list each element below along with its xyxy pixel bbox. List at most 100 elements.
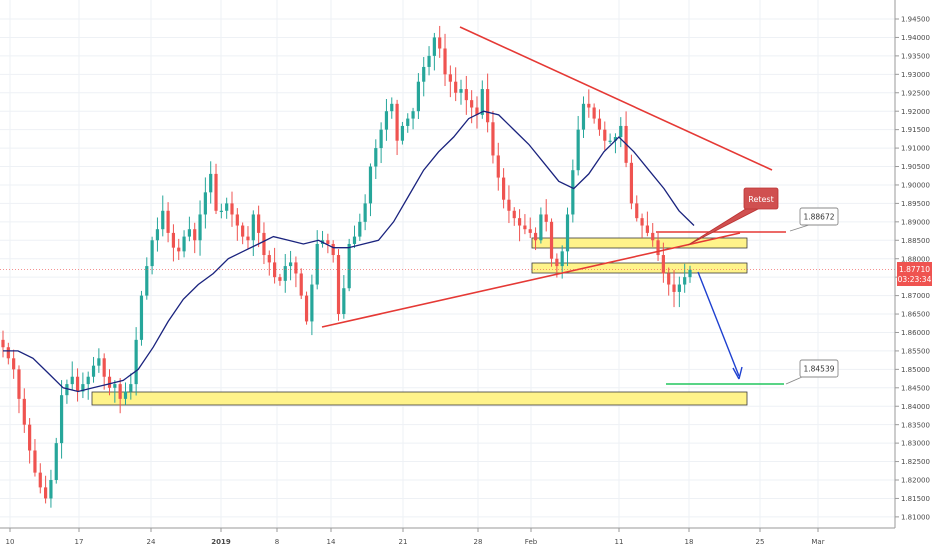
candle-body: [171, 232, 176, 248]
candle-body: [294, 262, 298, 274]
x-tick-label: 14: [327, 538, 336, 546]
lower-tag-pointer: [785, 376, 803, 385]
candle-body: [603, 129, 607, 141]
y-tick-label: 1.88500: [901, 237, 930, 245]
candle-body: [251, 214, 255, 241]
y-tick-label: 1.85500: [901, 348, 930, 356]
candle-body: [464, 89, 468, 101]
y-tick-label: 1.92500: [901, 89, 930, 97]
candle-body: [91, 365, 96, 377]
candle-body: [65, 384, 69, 396]
y-tick-label: 1.91500: [901, 126, 930, 134]
candle-body: [475, 107, 479, 115]
candle-body: [517, 218, 522, 226]
candle-body: [645, 225, 649, 233]
x-tick-label: 17: [75, 538, 84, 546]
x-tick-label: 10: [6, 538, 15, 546]
candle-body: [123, 391, 128, 399]
current-price-badge: [897, 262, 932, 286]
x-tick-label: Mar: [811, 538, 824, 546]
candle-body: [613, 137, 618, 141]
candle-body: [203, 192, 207, 215]
candle-body: [635, 203, 639, 219]
y-tick-label: 1.88000: [901, 255, 930, 263]
candle-body: [193, 229, 197, 241]
candle-body: [358, 221, 362, 237]
candle-body: [459, 89, 463, 93]
candle-body: [672, 284, 676, 292]
candle-body: [273, 262, 277, 278]
candle-body: [368, 166, 373, 204]
candle-body: [422, 66, 426, 82]
candle-body: [1, 339, 5, 348]
candle-body: [278, 277, 282, 281]
candle-body: [656, 240, 660, 256]
y-tick-label: 1.83500: [901, 421, 930, 429]
candle-body: [507, 199, 511, 211]
projection-arrowhead: [732, 366, 743, 380]
candle-body: [12, 358, 16, 370]
candle-body: [97, 358, 101, 366]
candle-body: [619, 125, 623, 138]
candle-body: [102, 358, 106, 377]
candle-body: [22, 398, 26, 425]
candle-body: [59, 395, 64, 444]
candle-body: [336, 255, 341, 315]
candle-body: [512, 210, 516, 219]
candle-body: [139, 295, 144, 340]
candle-body: [134, 339, 138, 385]
candle-body: [352, 236, 357, 244]
candle-body: [587, 103, 591, 108]
triangle-upper-trendline: [459, 26, 773, 171]
y-tick-label: 1.81000: [901, 513, 930, 521]
candle-body: [608, 140, 612, 142]
candle-body: [480, 89, 484, 115]
candle-body: [161, 210, 165, 230]
candle-body: [486, 89, 490, 123]
y-tick-label: 1.93500: [901, 52, 930, 60]
candle-body: [166, 210, 170, 233]
candle-body: [379, 129, 383, 149]
candle-body: [528, 229, 532, 233]
candle-body: [571, 170, 575, 215]
candle-body: [129, 384, 133, 392]
candle-body: [411, 111, 415, 119]
candle-body: [299, 273, 303, 296]
resistance-zone-lower: [531, 262, 748, 274]
candle-body: [406, 118, 410, 126]
candle-body: [81, 384, 85, 392]
y-tick-label: 1.93000: [901, 71, 930, 79]
candle-body: [363, 203, 367, 222]
candle-body: [113, 384, 117, 388]
y-tick-label: 1.89000: [901, 218, 930, 226]
lower-price-tag-label: 1.84539: [803, 365, 834, 374]
candle-body: [640, 218, 644, 226]
y-tick-label: 1.87000: [901, 292, 930, 300]
candle-body: [597, 118, 602, 130]
candle-body: [688, 269, 692, 278]
candle-body: [374, 148, 378, 167]
candle-body: [581, 103, 586, 130]
candle-body: [315, 243, 319, 285]
candle-body: [182, 236, 186, 252]
candle-body: [491, 122, 495, 156]
candle-body: [283, 266, 287, 281]
y-tick-label: 1.90000: [901, 182, 930, 190]
projection-arrow-line: [697, 271, 740, 377]
candle-body: [667, 273, 671, 285]
y-tick-label: 1.84000: [901, 403, 930, 411]
candle-body: [257, 214, 261, 233]
x-tick-label: 25: [756, 538, 765, 546]
triangle-lower-trendline: [321, 232, 741, 328]
candle-body: [49, 480, 53, 499]
candle-body: [107, 376, 112, 388]
x-tick-label: 24: [147, 538, 156, 546]
y-tick-label: 1.82000: [901, 477, 930, 485]
candle-body: [629, 162, 634, 204]
candle-body: [661, 255, 665, 274]
candle-body: [390, 103, 394, 112]
candle-body: [267, 255, 271, 263]
y-tick-label: 1.86000: [901, 329, 930, 337]
candle-body: [246, 236, 250, 241]
